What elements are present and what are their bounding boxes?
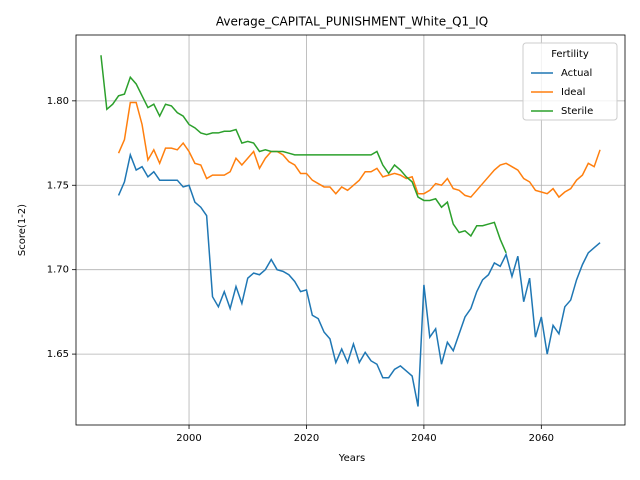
plot-frame (75, 34, 626, 426)
data-line (100, 55, 507, 254)
y-axis-label: Score(1-2) (17, 204, 28, 256)
x-axis-label: Years (338, 453, 365, 464)
y-tick-label: 1.80 (47, 96, 69, 107)
legend-title: Fertility (551, 49, 589, 60)
legend-label: Sterile (561, 106, 593, 117)
x-tick-label: 2000 (176, 433, 201, 444)
x-tick-label: 2040 (411, 433, 436, 444)
y-tick-label: 1.65 (47, 349, 69, 360)
y-tick-label: 1.70 (47, 265, 69, 276)
legend-label: Actual (561, 68, 592, 79)
legend-box (522, 42, 618, 121)
x-tick-label: 2020 (294, 433, 319, 444)
data-line (117, 101, 601, 199)
y-tick-label: 1.75 (47, 180, 69, 191)
x-tick-label: 2060 (529, 433, 554, 444)
chart-title: Average_CAPITAL_PUNISHMENT_White_Q1_IQ (216, 15, 488, 29)
legend-label: Ideal (561, 87, 585, 98)
data-line (117, 152, 601, 407)
